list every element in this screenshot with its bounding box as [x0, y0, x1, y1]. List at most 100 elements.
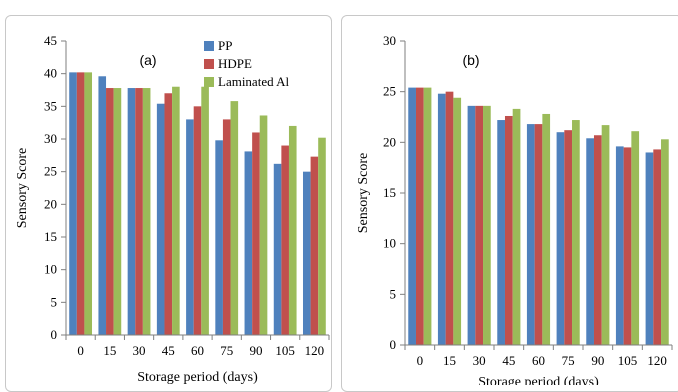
x-axis-label: Storage period (days) — [137, 370, 258, 385]
bar-pp — [156, 103, 165, 335]
bar-laminated-al — [318, 137, 326, 335]
x-tick-label: 105 — [618, 353, 638, 368]
y-axis-label: Sensory Score — [15, 148, 30, 229]
bar-laminated-al — [259, 115, 268, 335]
bar-pp — [69, 72, 77, 336]
bar-pp — [467, 105, 476, 345]
bar-pp — [215, 140, 223, 335]
bar-hdpe — [281, 145, 289, 335]
x-tick-label: 90 — [591, 353, 604, 368]
x-tick-label: 60 — [191, 343, 204, 358]
y-tick-label: 25 — [383, 84, 396, 99]
x-tick-label: 0 — [417, 353, 424, 368]
bar-laminated-al — [512, 108, 521, 345]
bar-laminated-al — [453, 97, 462, 345]
x-tick-label: 90 — [249, 343, 262, 358]
bar-hdpe — [653, 149, 662, 345]
x-tick-label: 75 — [220, 343, 233, 358]
y-tick-label: 35 — [44, 98, 57, 113]
bar-hdpe — [222, 119, 231, 336]
bar-laminated-al — [572, 120, 580, 345]
y-tick-label: 30 — [44, 131, 57, 146]
x-tick-label: 75 — [562, 353, 575, 368]
y-tick-label: 15 — [383, 185, 396, 200]
x-tick-label: 60 — [532, 353, 545, 368]
y-tick-label: 0 — [390, 337, 397, 352]
bar-pp — [408, 87, 416, 345]
bar-hdpe — [623, 147, 632, 345]
y-tick-label: 5 — [390, 286, 397, 301]
bar-hdpe — [415, 87, 424, 345]
bar-laminated-al — [142, 88, 151, 335]
x-tick-label: 45 — [162, 343, 175, 358]
legend-label: PP — [218, 38, 232, 53]
bar-pp — [497, 120, 505, 345]
bar-hdpe — [106, 88, 114, 335]
legend-label: Laminated Al — [218, 74, 290, 89]
bar-laminated-al — [201, 86, 209, 335]
x-tick-label: 105 — [275, 343, 295, 358]
y-tick-label: 5 — [51, 294, 58, 309]
y-tick-label: 45 — [44, 33, 57, 48]
y-tick-label: 20 — [44, 196, 57, 211]
y-tick-label: 20 — [383, 134, 396, 149]
x-axis-label: Storage period (days) — [478, 375, 599, 385]
bar-pp — [98, 76, 107, 335]
x-tick-label: 120 — [647, 353, 667, 368]
legend: PP HDPE Laminated Al — [204, 38, 290, 89]
bar-hdpe — [534, 124, 543, 346]
bar-pp — [244, 151, 253, 335]
x-tick-label: 15 — [103, 343, 116, 358]
bar-pp — [586, 138, 594, 345]
bar-hdpe — [593, 135, 602, 345]
y-tick-label: 10 — [383, 236, 396, 251]
bar-hdpe — [76, 72, 85, 336]
bar-hdpe — [252, 132, 260, 335]
legend-swatch — [204, 77, 214, 87]
bar-pp — [127, 88, 136, 335]
bar-laminated-al — [84, 72, 93, 336]
y-tick-label: 15 — [44, 229, 57, 244]
bar-pp — [302, 171, 311, 335]
bar-laminated-al — [113, 88, 122, 335]
bar-pp — [615, 146, 624, 345]
x-tick-label: 0 — [77, 343, 84, 358]
chart-b: 0 5 10 15 20 25 30 0 15 30 45 60 75 90 105 120 Storage p… — [356, 33, 673, 385]
bar-pp — [186, 119, 194, 336]
bar-laminated-al — [631, 131, 640, 345]
chart-a: 0 5 10 15 20 25 30 35 40 45 0 15 30 45 60 75 90 105 120 Sto… — [15, 33, 330, 385]
legend-label: HDPE — [218, 56, 252, 71]
x-tick-label: 45 — [502, 353, 515, 368]
bar-hdpe — [504, 115, 513, 345]
bar-laminated-al — [542, 113, 551, 346]
x-tick-label: 30 — [473, 353, 486, 368]
legend-swatch — [204, 59, 214, 69]
bar-laminated-al — [288, 125, 297, 335]
x-tick-label: 30 — [133, 343, 146, 358]
y-tick-label: 0 — [51, 327, 58, 342]
bar-laminated-al — [483, 105, 491, 345]
bar-pp — [645, 152, 654, 345]
bar-pp — [273, 163, 282, 335]
bar-hdpe — [310, 156, 319, 335]
bar-hdpe — [564, 130, 573, 345]
bar-hdpe — [445, 91, 454, 346]
y-tick-label: 10 — [44, 262, 57, 277]
y-tick-label: 40 — [44, 66, 57, 81]
y-tick-label: 30 — [383, 33, 396, 48]
bar-laminated-al — [423, 87, 432, 345]
panel-label: (b) — [462, 52, 479, 68]
bar-laminated-al — [601, 125, 610, 346]
bar-hdpe — [164, 93, 173, 336]
bar-pp — [437, 93, 446, 346]
bar-hdpe — [475, 105, 484, 345]
bar-hdpe — [193, 106, 202, 335]
bar-laminated-al — [661, 139, 669, 345]
bar-hdpe — [135, 88, 143, 335]
bar-laminated-al — [230, 101, 239, 336]
panel-label: (a) — [139, 52, 156, 68]
y-axis-label: Sensory Score — [356, 153, 371, 234]
legend-swatch — [204, 41, 214, 51]
